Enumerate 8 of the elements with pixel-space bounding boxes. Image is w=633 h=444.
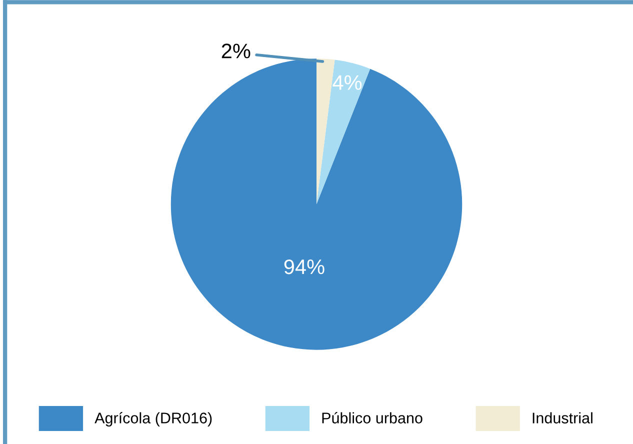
legend-label: Agrícola (DR016) — [94, 412, 212, 426]
pie-slice — [316, 60, 370, 204]
data-label: 94% — [284, 259, 324, 274]
data-label: 2% — [222, 44, 250, 58]
data-label: 4% — [332, 75, 362, 90]
legend-label: Público urbano — [322, 412, 422, 424]
pie-slice — [170, 58, 462, 350]
legend-label: Industrial — [532, 412, 592, 424]
